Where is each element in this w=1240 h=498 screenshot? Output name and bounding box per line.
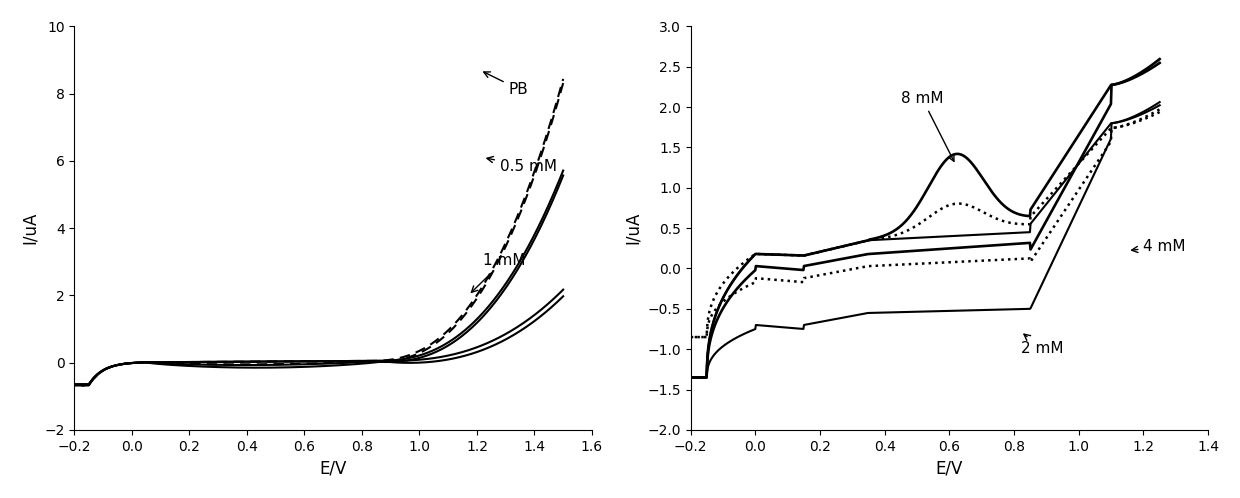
Text: PB: PB: [484, 72, 528, 97]
Text: 8 mM: 8 mM: [901, 91, 954, 161]
Y-axis label: I/uA: I/uA: [21, 212, 38, 245]
Text: 1 mM: 1 mM: [471, 253, 526, 292]
X-axis label: E/V: E/V: [936, 459, 963, 477]
Y-axis label: I/uA: I/uA: [624, 212, 642, 245]
X-axis label: E/V: E/V: [320, 459, 347, 477]
Text: 4 mM: 4 mM: [1132, 239, 1185, 253]
Text: 2 mM: 2 mM: [1021, 334, 1063, 356]
Text: 0.5 mM: 0.5 mM: [487, 156, 557, 174]
